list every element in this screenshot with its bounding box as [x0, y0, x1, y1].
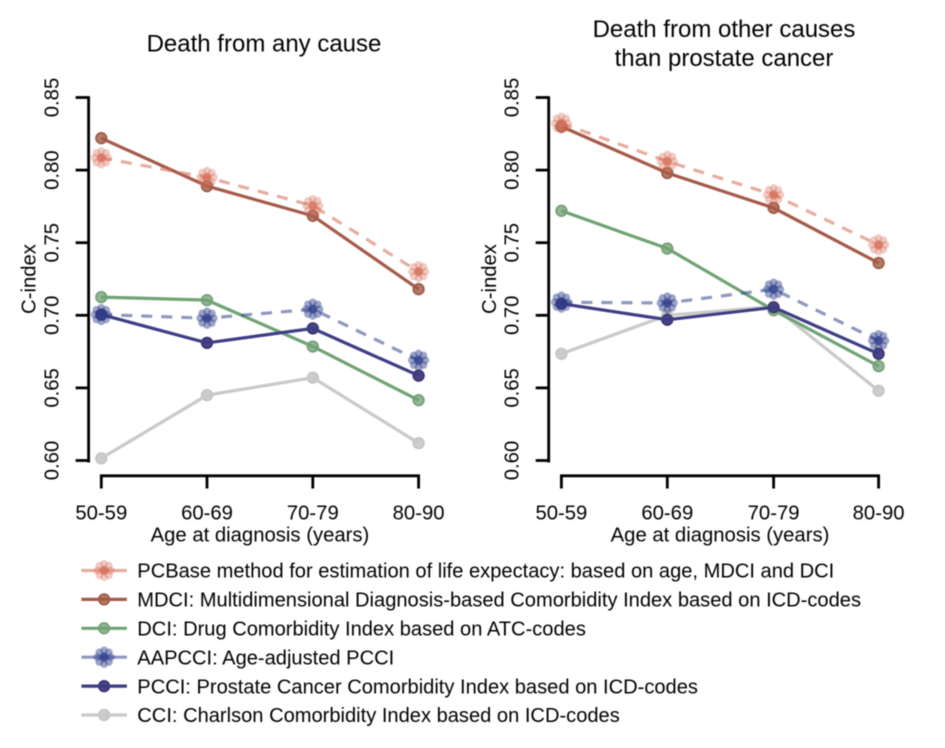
svg-text:than prostate cancer: than prostate cancer: [615, 45, 834, 72]
svg-text:Death from any cause: Death from any cause: [147, 30, 382, 57]
svg-text:0.65: 0.65: [41, 368, 63, 407]
svg-text:CCI: Charlson Comorbidity Inde: CCI: Charlson Comorbidity Index based on…: [137, 705, 619, 727]
svg-text:C-index: C-index: [19, 244, 41, 314]
svg-text:80-90: 80-90: [853, 502, 905, 524]
svg-text:0.65: 0.65: [502, 368, 524, 407]
svg-text:0.80: 0.80: [502, 150, 524, 189]
svg-text:AAPCCI: Age-adjusted PCCI: AAPCCI: Age-adjusted PCCI: [137, 647, 394, 669]
svg-text:Death from other causes: Death from other causes: [593, 16, 856, 43]
svg-text:0.85: 0.85: [502, 78, 524, 117]
svg-text:C-index: C-index: [479, 244, 501, 314]
svg-text:0.60: 0.60: [41, 441, 63, 480]
svg-text:70-79: 70-79: [748, 502, 800, 524]
svg-text:MDCI: Multidimensional Diagnos: MDCI: Multidimensional Diagnosis-based C…: [137, 590, 861, 612]
svg-text:50-59: 50-59: [75, 502, 127, 524]
svg-text:0.75: 0.75: [502, 223, 524, 262]
svg-text:0.75: 0.75: [41, 223, 63, 262]
svg-text:PCBase method for estimation o: PCBase method for estimation of life exp…: [137, 561, 834, 583]
svg-text:50-59: 50-59: [535, 502, 587, 524]
svg-text:PCCI: Prostate Cancer Comorbid: PCCI: Prostate Cancer Comorbidity Index …: [137, 676, 698, 698]
svg-text:80-90: 80-90: [393, 502, 445, 524]
svg-text:0.60: 0.60: [502, 441, 524, 480]
svg-text:0.70: 0.70: [41, 296, 63, 335]
svg-text:Age at diagnosis (years): Age at diagnosis (years): [611, 525, 830, 547]
svg-text:70-79: 70-79: [287, 502, 339, 524]
svg-text:0.80: 0.80: [41, 150, 63, 189]
svg-text:DCI: Drug Comorbidity Index ba: DCI: Drug Comorbidity Index based on ATC…: [137, 619, 586, 641]
svg-text:60-69: 60-69: [641, 502, 693, 524]
svg-text:Age at diagnosis (years): Age at diagnosis (years): [151, 525, 370, 547]
svg-text:60-69: 60-69: [181, 502, 233, 524]
svg-text:0.70: 0.70: [502, 296, 524, 335]
svg-text:0.85: 0.85: [41, 78, 63, 117]
